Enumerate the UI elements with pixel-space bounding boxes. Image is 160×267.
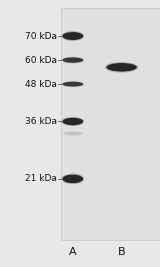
Text: 21 kDa: 21 kDa xyxy=(25,174,57,183)
Ellipse shape xyxy=(61,57,84,63)
FancyBboxPatch shape xyxy=(61,8,160,240)
Ellipse shape xyxy=(106,63,137,72)
Text: B: B xyxy=(118,247,125,257)
Ellipse shape xyxy=(61,81,84,87)
Ellipse shape xyxy=(61,174,84,184)
Text: A: A xyxy=(69,247,77,257)
Text: 70 kDa: 70 kDa xyxy=(25,32,57,41)
Text: 48 kDa: 48 kDa xyxy=(25,80,57,89)
Ellipse shape xyxy=(62,175,83,183)
Ellipse shape xyxy=(62,118,83,125)
Ellipse shape xyxy=(62,32,83,40)
Ellipse shape xyxy=(105,62,138,73)
Ellipse shape xyxy=(61,31,84,41)
Text: 36 kDa: 36 kDa xyxy=(25,117,57,126)
Text: 60 kDa: 60 kDa xyxy=(25,56,57,65)
Ellipse shape xyxy=(63,132,82,136)
Ellipse shape xyxy=(63,131,83,136)
Ellipse shape xyxy=(62,82,83,87)
Ellipse shape xyxy=(62,57,83,63)
Ellipse shape xyxy=(61,117,84,126)
